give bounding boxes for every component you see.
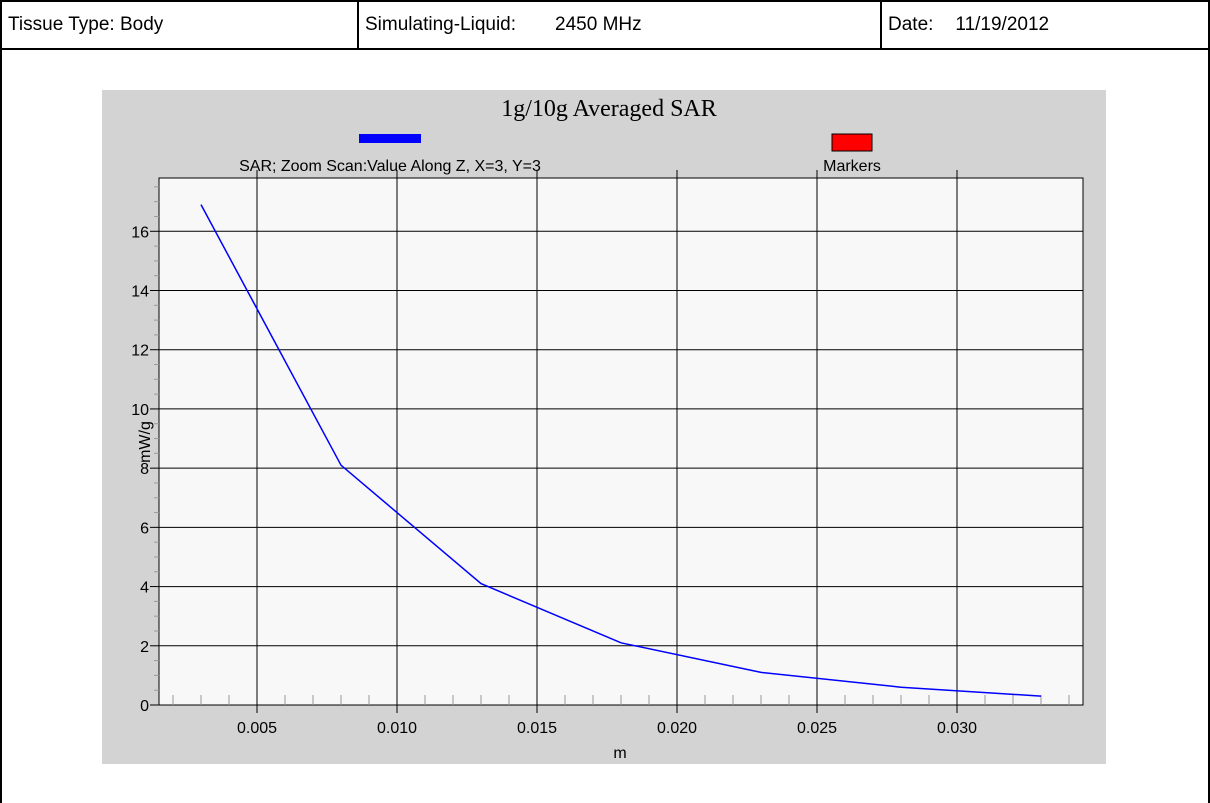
- header-table: Tissue Type: Body Simulating-Liquid: 2450…: [0, 0, 1210, 50]
- tissue-type-value: Body: [119, 14, 164, 35]
- tissue-type-cell: Tissue Type: Body: [2, 2, 359, 48]
- date-value: 11/19/2012: [955, 14, 1050, 35]
- y-tick-label: 10: [131, 402, 149, 419]
- y-tick-label: 16: [131, 224, 149, 241]
- chart-title: 1g/10g Averaged SAR: [501, 96, 717, 122]
- grid: [159, 178, 1083, 705]
- y-tick-label: 6: [140, 520, 149, 537]
- tissue-type-label: Tissue Type:: [8, 14, 115, 35]
- y-tick-label: 2: [140, 639, 149, 656]
- x-tick-label: 0.005: [237, 720, 277, 737]
- x-tick-label: 0.025: [797, 720, 837, 737]
- legend-swatch: [359, 134, 421, 143]
- series-line: [200, 204, 1042, 697]
- y-tick-label: 4: [140, 580, 149, 597]
- date-label: Date:: [888, 14, 934, 35]
- x-axis-label: m: [613, 745, 626, 762]
- chart-frame: [0, 48, 1210, 803]
- y-tick-label: 8: [140, 461, 149, 478]
- x-tick-label: 0.015: [517, 720, 557, 737]
- x-tick-label: 0.020: [657, 720, 697, 737]
- legend-swatch: [831, 133, 873, 152]
- x-tick-label: 0.030: [937, 720, 977, 737]
- date-cell: Date: 11/19/2012: [882, 2, 1208, 48]
- x-axis: 0.005 0.010 0.015 0.020 0.025 0.030: [237, 170, 977, 737]
- y-axis: 0 2 4 6 8 10 12 14 16: [131, 224, 159, 715]
- y-tick-label: 12: [131, 343, 149, 360]
- y-axis-label: mW/g: [137, 421, 154, 463]
- series-layer: [200, 204, 1042, 697]
- legend-label: Markers: [823, 158, 881, 175]
- legend-label: SAR; Zoom Scan:Value Along Z, X=3, Y=3: [239, 158, 541, 175]
- legend: SAR; Zoom Scan:Value Along Z, X=3, Y=3 Ma…: [239, 133, 881, 175]
- minor-ticks: [154, 186, 1070, 705]
- plot-area: [158, 177, 1084, 706]
- y-tick-label: 0: [140, 698, 149, 715]
- simulating-liquid-cell: Simulating-Liquid: 2450 MHz: [359, 2, 882, 48]
- simulating-liquid-value: 2450 MHz: [555, 14, 642, 35]
- simulating-liquid-label: Simulating-Liquid:: [365, 14, 517, 35]
- y-tick-label: 14: [131, 284, 149, 301]
- x-tick-label: 0.010: [377, 720, 417, 737]
